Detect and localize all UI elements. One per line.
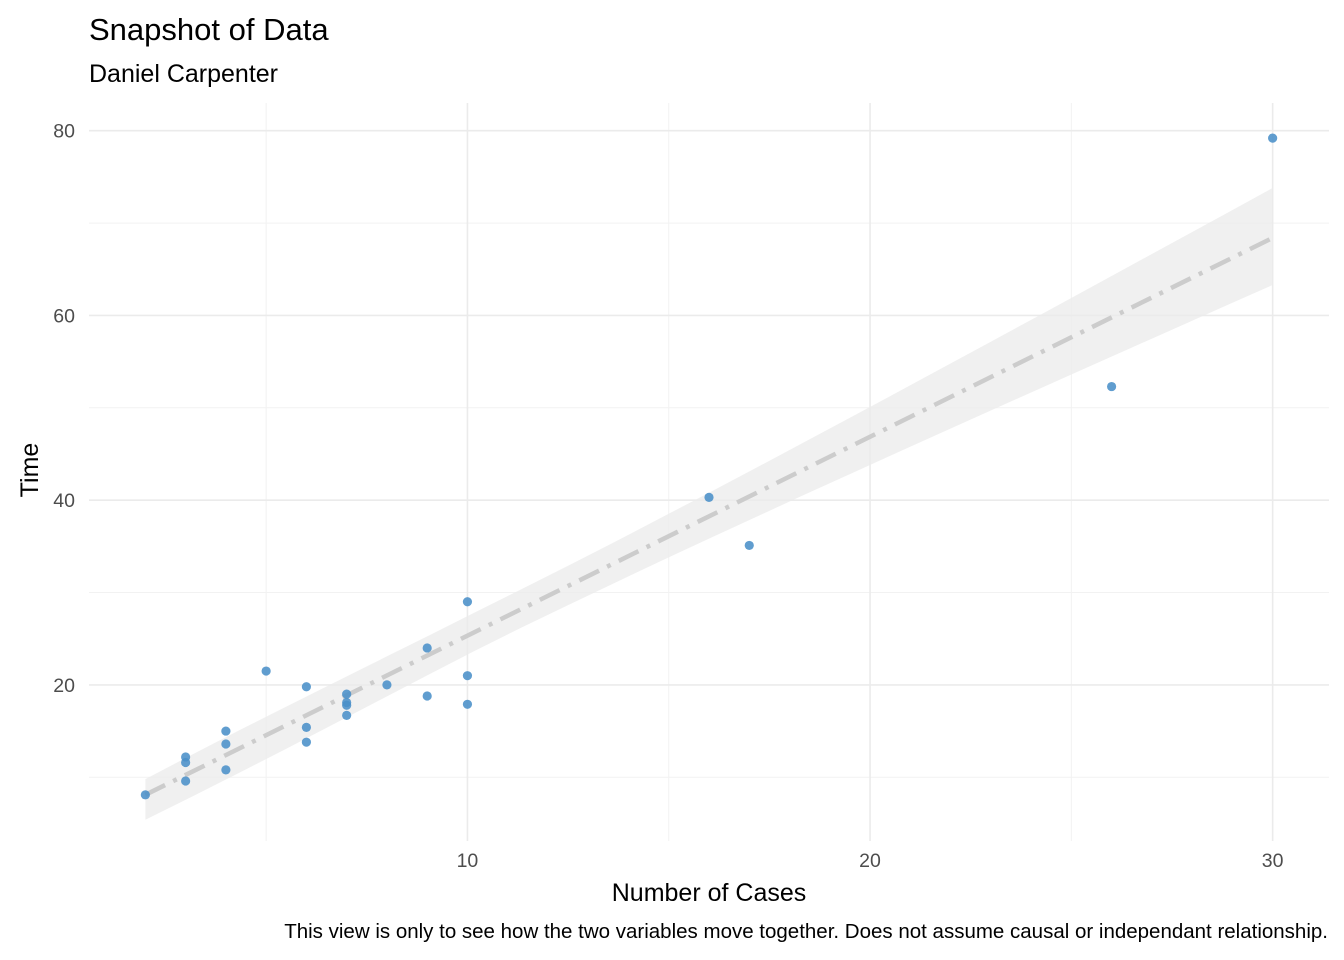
chart-title: Snapshot of Data — [89, 12, 329, 47]
data-point — [342, 689, 352, 699]
data-point — [221, 726, 231, 736]
y-tick-label: 60 — [53, 305, 75, 327]
data-point — [1268, 133, 1278, 143]
data-point — [744, 540, 754, 551]
points-layer — [140, 133, 1278, 800]
minor-gridlines — [89, 103, 1329, 841]
chart-caption: This view is only to see how the two var… — [284, 920, 1328, 943]
y-tick-label: 20 — [53, 675, 75, 697]
data-point — [462, 597, 473, 607]
data-point — [382, 680, 392, 690]
data-point — [462, 671, 473, 681]
confidence-band — [145, 188, 1273, 820]
tick-labels: 10 20 30 20 40 60 80 — [53, 121, 1283, 872]
data-point — [704, 492, 714, 503]
y-axis-title: Time — [16, 443, 44, 498]
x-tick-label: 10 — [457, 850, 479, 872]
data-point — [422, 643, 432, 653]
data-point — [342, 697, 352, 708]
data-point — [422, 691, 432, 701]
data-point — [261, 666, 271, 676]
data-point — [221, 765, 231, 775]
data-point — [181, 776, 191, 786]
x-tick-label: 20 — [859, 850, 881, 872]
data-point — [301, 737, 312, 747]
data-point — [301, 722, 312, 732]
y-tick-label: 40 — [53, 490, 75, 512]
data-point — [221, 739, 231, 749]
data-point — [181, 752, 191, 762]
x-axis-title: Number of Cases — [612, 879, 807, 907]
data-point — [140, 790, 150, 800]
data-point — [1106, 381, 1117, 392]
data-point — [462, 699, 473, 709]
trend-line — [144, 235, 1274, 797]
chart-subtitle: Daniel Carpenter — [89, 60, 278, 88]
confidence-band-layer — [145, 188, 1273, 820]
x-tick-label: 30 — [1262, 850, 1284, 872]
data-point — [301, 682, 312, 692]
data-point — [342, 710, 352, 720]
trend-line-layer — [144, 235, 1274, 797]
y-tick-label: 80 — [53, 121, 75, 143]
